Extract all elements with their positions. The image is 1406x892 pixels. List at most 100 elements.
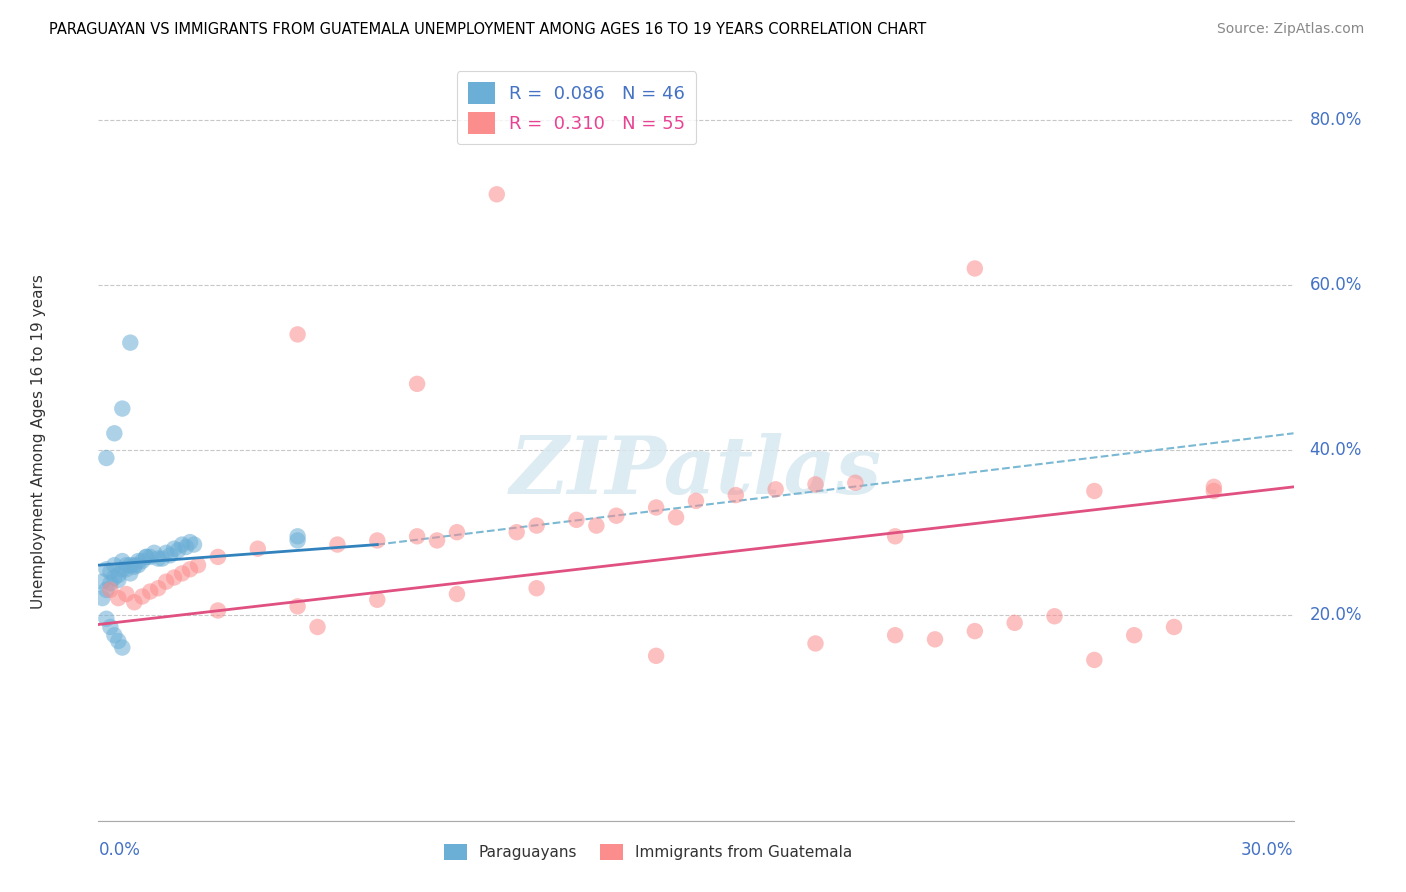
Point	[485, 187, 508, 202]
Point	[685, 494, 707, 508]
Point	[1202, 480, 1225, 494]
Point	[167, 543, 190, 558]
Point	[645, 500, 668, 515]
Point	[179, 562, 201, 576]
Point	[111, 562, 134, 576]
Point	[1043, 609, 1066, 624]
Point	[506, 525, 529, 540]
Point	[115, 587, 138, 601]
Point	[406, 376, 429, 391]
Point	[115, 562, 138, 576]
Point	[605, 508, 627, 523]
Point	[96, 582, 118, 597]
Point	[131, 554, 153, 568]
Point	[287, 529, 309, 543]
Point	[107, 591, 129, 606]
Point	[155, 574, 177, 589]
Point	[1123, 628, 1146, 642]
Point	[98, 576, 122, 591]
Point	[287, 599, 309, 614]
Point	[127, 558, 149, 573]
Point	[287, 327, 309, 342]
Point	[963, 624, 986, 639]
Point	[844, 475, 866, 490]
Point	[135, 549, 157, 564]
Point	[326, 537, 349, 551]
Point	[139, 584, 162, 599]
Point	[124, 595, 146, 609]
Point	[131, 590, 153, 604]
Point	[148, 551, 170, 566]
Text: PARAGUAYAN VS IMMIGRANTS FROM GUATEMALA UNEMPLOYMENT AMONG AGES 16 TO 19 YEARS C: PARAGUAYAN VS IMMIGRANTS FROM GUATEMALA …	[49, 22, 927, 37]
Point	[148, 581, 170, 595]
Point	[1004, 615, 1026, 630]
Point	[155, 546, 177, 560]
Point	[207, 603, 229, 617]
Point	[124, 559, 146, 574]
Point	[91, 591, 114, 606]
Text: ZIPatlas: ZIPatlas	[510, 434, 882, 510]
Point	[96, 612, 118, 626]
Point	[172, 537, 194, 551]
Point	[103, 426, 125, 441]
Point	[765, 483, 787, 497]
Point	[366, 533, 388, 548]
Point	[143, 546, 166, 560]
Point	[526, 518, 548, 533]
Point	[179, 535, 201, 549]
Point	[585, 518, 607, 533]
Point	[526, 581, 548, 595]
Point	[103, 570, 125, 584]
Point	[115, 558, 138, 573]
Point	[207, 549, 229, 564]
Point	[1163, 620, 1185, 634]
Point	[163, 570, 186, 584]
Text: 0.0%: 0.0%	[98, 841, 141, 859]
Point	[98, 620, 122, 634]
Point	[307, 620, 329, 634]
Point	[884, 628, 907, 642]
Point	[135, 549, 157, 564]
Point	[426, 533, 449, 548]
Point	[963, 261, 986, 276]
Point	[246, 541, 269, 556]
Text: Source: ZipAtlas.com: Source: ZipAtlas.com	[1216, 22, 1364, 37]
Point	[804, 477, 827, 491]
Text: 20.0%: 20.0%	[1309, 606, 1362, 624]
Point	[107, 568, 129, 582]
Text: 40.0%: 40.0%	[1309, 441, 1362, 458]
Point	[111, 401, 134, 416]
Point	[150, 551, 173, 566]
Text: 30.0%: 30.0%	[1241, 841, 1294, 859]
Point	[446, 587, 468, 601]
Text: 60.0%: 60.0%	[1309, 276, 1362, 294]
Point	[1083, 483, 1105, 498]
Point	[804, 636, 827, 650]
Point	[103, 558, 125, 573]
Point	[120, 335, 142, 350]
Point	[724, 488, 747, 502]
Point	[111, 640, 134, 655]
Point	[187, 558, 209, 573]
Point	[96, 450, 118, 465]
Point	[172, 566, 194, 581]
Point	[98, 565, 122, 579]
Point	[174, 540, 197, 554]
Point	[366, 592, 388, 607]
Point	[565, 513, 588, 527]
Point	[924, 632, 946, 647]
Point	[645, 648, 668, 663]
Point	[183, 537, 205, 551]
Point	[107, 634, 129, 648]
Point	[124, 558, 146, 573]
Point	[1202, 483, 1225, 498]
Point	[96, 562, 118, 576]
Text: Unemployment Among Ages 16 to 19 years: Unemployment Among Ages 16 to 19 years	[31, 274, 46, 609]
Point	[120, 558, 142, 573]
Point	[287, 533, 309, 548]
Point	[446, 525, 468, 540]
Point	[98, 582, 122, 597]
Point	[111, 554, 134, 568]
Point	[884, 529, 907, 543]
Point	[1083, 653, 1105, 667]
